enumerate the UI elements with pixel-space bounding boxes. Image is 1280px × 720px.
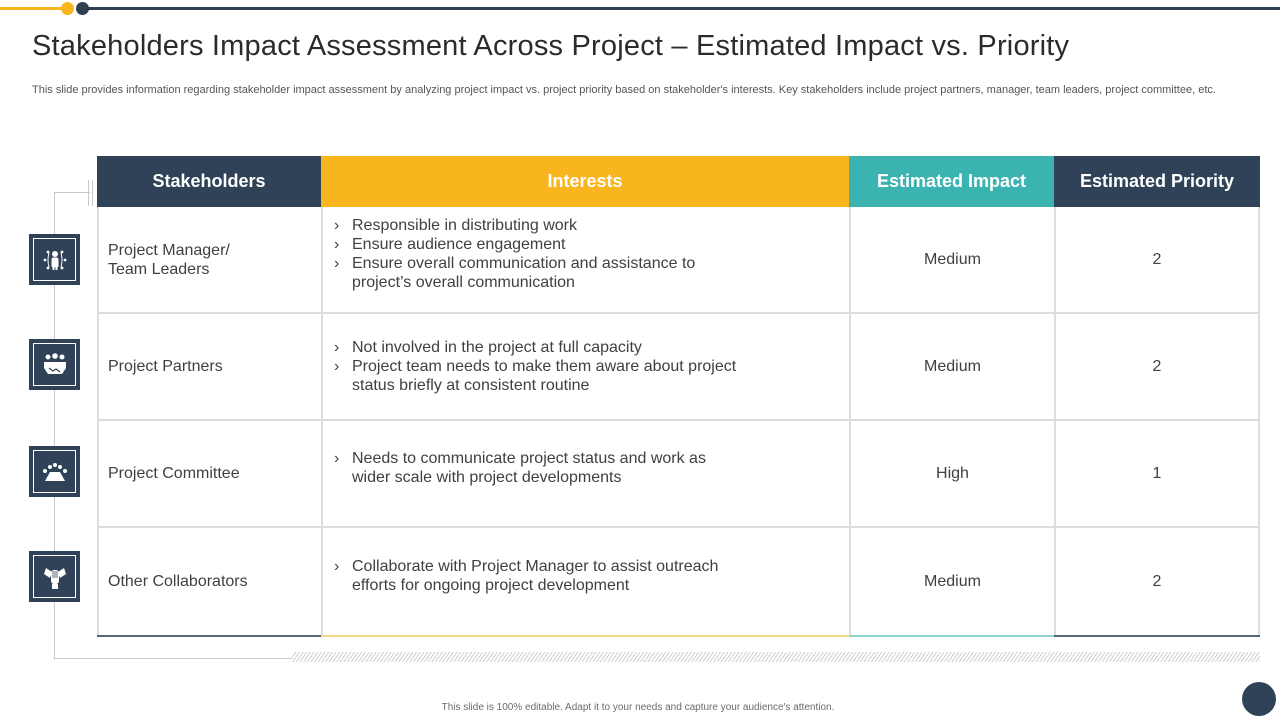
interest-continuation-text: project’s overall communication	[352, 273, 575, 291]
impact-cell: High	[849, 421, 1054, 526]
interests-cell: Responsible in distributing work Ensure …	[321, 207, 849, 312]
table-row: Other Collaborators Collaborate with Pro…	[97, 528, 1260, 635]
meeting-table-icon	[42, 462, 67, 481]
stakeholder-table: Stakeholders Interests Estimated Impact …	[97, 156, 1260, 637]
connector-tick	[88, 180, 89, 206]
table-header-row: Stakeholders Interests Estimated Impact …	[97, 156, 1260, 207]
impact-cell: Medium	[849, 314, 1054, 419]
header-stakeholders: Stakeholders	[97, 156, 321, 207]
table-row: Project Manager/ Team Leaders Responsibl…	[97, 207, 1260, 314]
interest-item-continuation: project’s overall communication	[332, 273, 695, 292]
table-bottom-border	[97, 635, 1260, 637]
top-bar-dark-segment	[82, 7, 1280, 10]
priority-cell: 2	[1054, 314, 1260, 419]
bottom-border-segment	[849, 635, 1054, 637]
interest-item: Responsible in distributing work	[332, 216, 695, 235]
stakeholder-name: Team Leaders	[108, 260, 210, 278]
slide-title: Stakeholders Impact Assessment Across Pr…	[32, 30, 1070, 62]
stakeholder-cell: Project Committee	[97, 421, 321, 526]
interest-item: Project team needs to make them aware ab…	[332, 357, 736, 376]
priority-cell: 2	[1054, 528, 1260, 635]
priority-cell: 2	[1054, 207, 1260, 312]
slide-footer-note: This slide is 100% editable. Adapt it to…	[441, 702, 835, 713]
stakeholder-cell: Project Partners	[97, 314, 321, 419]
top-bar-dark-dot	[76, 2, 89, 15]
stakeholder-name: Project Manager/	[108, 241, 230, 259]
stakeholder-icon-box	[29, 551, 80, 602]
table-row: Project Partners Not involved in the pro…	[97, 314, 1260, 421]
interest-item: Ensure overall communication and assista…	[332, 254, 695, 273]
header-estimated-priority: Estimated Priority	[1054, 156, 1260, 207]
connector-tick	[92, 180, 93, 206]
interests-cell: Not involved in the project at full capa…	[321, 314, 849, 419]
bottom-border-segment	[97, 635, 321, 637]
slide-subtitle: This slide provides information regardin…	[32, 84, 1216, 96]
header-estimated-impact: Estimated Impact	[849, 156, 1054, 207]
interest-item: Ensure audience engagement	[332, 235, 695, 254]
stakeholder-name: Other Collaborators	[108, 573, 248, 590]
top-bar-yellow-segment	[0, 7, 68, 10]
stakeholder-icon-box	[29, 339, 80, 390]
interests-cell: Collaborate with Project Manager to assi…	[321, 528, 849, 635]
interest-item-continuation: efforts for ongoing project development	[352, 576, 630, 594]
stakeholder-cell: Project Manager/ Team Leaders	[97, 207, 321, 312]
bottom-border-segment	[1054, 635, 1260, 637]
priority-cell: 1	[1054, 421, 1260, 526]
network-person-icon	[43, 250, 66, 270]
stakeholder-name: Project Partners	[108, 358, 223, 375]
stakeholder-name: Project Committee	[108, 465, 240, 482]
header-interests: Interests	[321, 156, 849, 207]
corner-decorative-dot	[1242, 682, 1276, 716]
table-row: Project Committee Needs to communicate p…	[97, 421, 1260, 528]
impact-cell: Medium	[849, 207, 1054, 312]
interest-item: Needs to communicate project status and …	[332, 449, 706, 468]
bottom-border-segment	[321, 635, 849, 637]
interest-item: Not involved in the project at full capa…	[332, 338, 736, 357]
handshake-team-icon	[43, 352, 66, 374]
interest-item-continuation: wider scale with project developments	[352, 468, 622, 486]
interests-cell: Needs to communicate project status and …	[321, 421, 849, 526]
stakeholder-cell: Other Collaborators	[97, 528, 321, 635]
hatched-divider	[292, 652, 1260, 662]
connector-bottom-line	[54, 658, 294, 659]
top-bar-yellow-dot	[61, 2, 74, 15]
interest-item-continuation: status briefly at consistent routine	[352, 377, 590, 394]
joined-hands-icon	[43, 567, 66, 589]
connector-top-line	[54, 192, 90, 193]
interest-item: Collaborate with Project Manager to assi…	[332, 557, 718, 576]
top-decorative-bar	[0, 2, 1280, 15]
stakeholder-icon-box	[29, 446, 80, 497]
stakeholder-icon-box	[29, 234, 80, 285]
impact-cell: Medium	[849, 528, 1054, 635]
connector-vertical-line	[54, 192, 55, 659]
